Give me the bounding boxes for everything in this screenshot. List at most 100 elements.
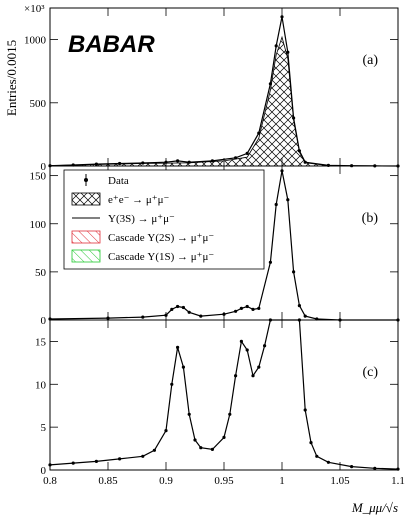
y-tick-label: 10 xyxy=(35,379,47,391)
data-point xyxy=(239,306,243,310)
y-multiplier: ×10³ xyxy=(24,3,45,15)
x-tick-label: 0.9 xyxy=(159,475,173,487)
y-tick-label: 50 xyxy=(35,267,47,279)
data-point xyxy=(251,307,255,311)
data-point xyxy=(141,161,145,165)
data-point xyxy=(268,260,272,264)
data-point xyxy=(106,316,110,320)
y-tick-label: 0 xyxy=(41,161,47,173)
data-point xyxy=(292,116,296,120)
data-line xyxy=(49,319,399,470)
y-tick-label: 0 xyxy=(41,465,47,477)
data-point xyxy=(326,460,330,464)
data-point xyxy=(187,412,191,416)
data-point xyxy=(245,348,249,352)
data-point xyxy=(141,315,145,319)
data-point xyxy=(257,306,261,310)
x-tick-label: 1.05 xyxy=(330,475,350,487)
data-point xyxy=(193,438,197,442)
data-point xyxy=(181,365,185,369)
data-point xyxy=(297,318,301,322)
data-point xyxy=(94,459,98,463)
legend-entry: e⁺e⁻ → μ⁺μ⁻ xyxy=(108,194,169,206)
data-point xyxy=(118,457,122,461)
data-point xyxy=(286,198,290,202)
x-tick-label: 0.85 xyxy=(98,475,118,487)
data-point xyxy=(222,435,226,439)
data-point xyxy=(228,412,232,416)
y-tick-label: 0 xyxy=(41,315,47,327)
data-point xyxy=(280,169,284,173)
data-point xyxy=(176,304,180,309)
legend-entry: Data xyxy=(108,175,129,187)
data-point xyxy=(303,408,307,412)
data-point xyxy=(210,447,214,451)
data-point xyxy=(245,304,249,309)
x-tick-label: 1 xyxy=(279,475,285,487)
x-axis-label: M_μμ/√s xyxy=(351,500,398,515)
data-point xyxy=(152,448,156,452)
data-point xyxy=(176,345,180,349)
data-point xyxy=(181,305,185,310)
data-point xyxy=(48,463,52,467)
panel-label: (a) xyxy=(362,53,378,68)
y-tick-label: 100 xyxy=(30,219,47,231)
y-tick-label: 500 xyxy=(30,98,47,110)
data-point xyxy=(350,465,354,469)
y-tick-label: 1000 xyxy=(24,35,47,47)
x-tick-label: 0.8 xyxy=(43,475,57,487)
legend-entry: Cascade Υ(1S) → μ⁺μ⁻ xyxy=(108,251,214,263)
data-point xyxy=(274,202,278,207)
data-point xyxy=(245,151,249,155)
data-point xyxy=(326,163,330,167)
data-point xyxy=(118,161,122,166)
data-point xyxy=(303,160,307,164)
data-point xyxy=(164,160,168,164)
data-point xyxy=(257,131,261,135)
data-point xyxy=(257,365,261,369)
x-tick-label: 1.1 xyxy=(391,475,405,487)
legend-symbol-data-dot xyxy=(84,178,88,182)
data-point xyxy=(199,314,203,318)
legend-symbol-green-hatch xyxy=(71,249,101,263)
data-point xyxy=(309,441,313,445)
panel-c: 0 5 10 15 0.8 0.85 0.9 0.95 1 1.05 1.1 (c) xyxy=(35,318,405,487)
data-point xyxy=(170,307,174,311)
data-point xyxy=(286,50,290,54)
data-point xyxy=(164,313,168,317)
babar-logo: BABAR xyxy=(68,31,155,58)
data-point xyxy=(251,374,255,378)
data-point xyxy=(170,382,174,386)
data-point xyxy=(187,160,191,164)
data-point xyxy=(222,312,226,316)
data-point xyxy=(315,454,319,458)
x-tick-label: 0.95 xyxy=(214,475,234,487)
legend-entry: Cascade Υ(2S) → μ⁺μ⁻ xyxy=(108,232,214,244)
data-point xyxy=(187,310,191,314)
data-point xyxy=(274,44,278,48)
data-point xyxy=(303,314,307,318)
data-point xyxy=(164,429,168,433)
data-point xyxy=(141,454,145,458)
panel-label: (c) xyxy=(362,365,378,380)
data-point xyxy=(239,339,243,343)
data-point xyxy=(268,82,272,86)
data-point xyxy=(234,374,238,378)
y-tick-label: 150 xyxy=(30,171,47,183)
panel-b: 0 50 100 150 (b) Data e⁺e⁻ → μ⁺μ⁻ Υ(3S) → μ⁺μ⁻ C… xyxy=(30,165,400,327)
data-point xyxy=(199,446,203,450)
data-point xyxy=(210,159,214,163)
data-point xyxy=(234,156,238,160)
data-point xyxy=(94,162,98,166)
data-point xyxy=(292,270,296,274)
data-point xyxy=(176,159,180,163)
data-point xyxy=(234,309,238,313)
data-point xyxy=(71,461,75,465)
data-point xyxy=(373,466,377,470)
panel-frame xyxy=(49,319,399,471)
panel-label: (b) xyxy=(362,211,379,226)
data-point xyxy=(263,344,267,348)
legend-symbol-crosshatch xyxy=(71,192,101,206)
